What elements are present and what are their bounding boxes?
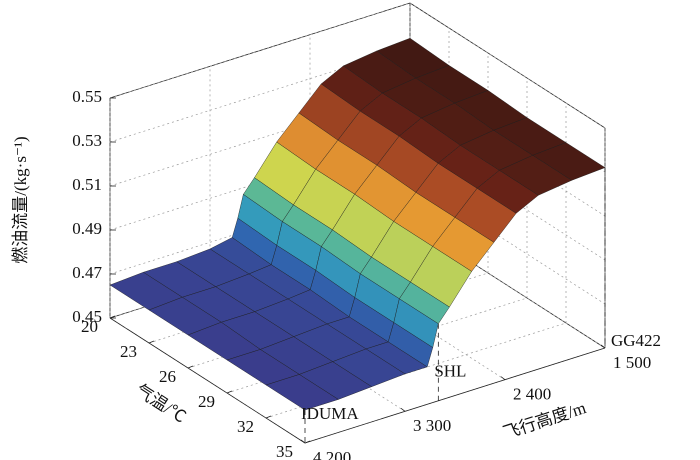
x-tick-label: 29 <box>198 392 215 411</box>
x-tick-label: 26 <box>159 367 176 386</box>
tick-mark <box>500 376 506 380</box>
tick-mark <box>265 415 272 419</box>
tick-mark <box>109 315 116 319</box>
z-tick-label: 0.47 <box>72 263 102 282</box>
grid-line <box>409 2 606 129</box>
tick-mark <box>300 439 306 444</box>
x-tick-label: 23 <box>120 342 137 361</box>
box-edge <box>109 317 306 444</box>
tick-mark <box>600 344 606 349</box>
z-tick-label: 0.55 <box>72 87 102 106</box>
grid-line <box>409 178 606 305</box>
y-tick-label: 1 500 <box>613 353 651 372</box>
waypoint-label: GG422 <box>611 331 661 350</box>
box-edge <box>304 347 606 444</box>
z-tick-label: 0.53 <box>72 131 102 150</box>
grid-line <box>409 222 606 349</box>
waypoint-label: IDUMA <box>301 404 359 423</box>
tick-mark <box>226 390 233 394</box>
tick-mark <box>148 340 155 344</box>
tick-mark <box>400 408 406 412</box>
tick-mark <box>187 365 194 369</box>
x-tick-label: 35 <box>276 442 293 460</box>
x-tick-label: 32 <box>237 417 254 436</box>
z-tick-label: 0.49 <box>72 219 102 238</box>
y-tick-label: 3 300 <box>413 416 451 435</box>
y-tick-label: 2 400 <box>513 385 551 404</box>
waypoint-label: SHL <box>434 362 466 381</box>
z-tick-label: 0.45 <box>72 307 102 326</box>
x-axis-label: 气温/℃ <box>132 381 189 427</box>
x-tick-label: 20 <box>81 317 98 336</box>
y-axis-label: 飞行高度/m <box>501 398 589 443</box>
tick-mark <box>304 440 311 444</box>
y-tick-label: 4 200 <box>313 448 351 460</box>
z-axis-label: 燃油流量/(kg·s⁻¹) <box>11 136 30 263</box>
box-edge <box>109 2 411 99</box>
z-tick-label: 0.51 <box>72 175 102 194</box>
